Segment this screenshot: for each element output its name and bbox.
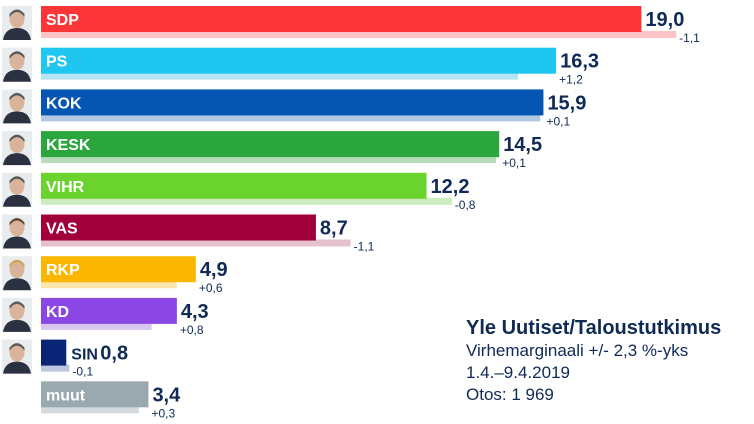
bar: [41, 339, 67, 366]
value-label: 15,9: [547, 92, 586, 114]
value-label: 14,5: [503, 134, 542, 156]
value-label: 8,7: [320, 218, 348, 240]
avatar: [2, 47, 32, 82]
bar-label: KOK: [46, 95, 82, 112]
value-label: 4,3: [181, 301, 209, 323]
bar-label: VAS: [46, 221, 78, 238]
bar: [41, 172, 427, 199]
change-label: +0,1: [546, 114, 570, 128]
previous-bar: [41, 72, 519, 80]
avatar: [2, 297, 32, 332]
change-label: +0,1: [502, 156, 526, 170]
avatar: [2, 256, 32, 291]
value-label: 12,2: [431, 176, 470, 198]
value-label: 0,8: [100, 343, 128, 365]
sample-size: Otos: 1 969: [466, 385, 554, 404]
survey-period: 1.4.–9.4.2019: [466, 363, 570, 382]
bar: [41, 381, 149, 408]
avatar: [2, 339, 32, 374]
bar: [41, 297, 177, 324]
avatar: [2, 131, 32, 166]
bar: [41, 47, 557, 74]
previous-bar: [41, 156, 497, 164]
previous-bar: [41, 406, 139, 414]
change-label: +0,3: [151, 406, 175, 420]
bar-label: PS: [46, 54, 68, 71]
bar: [41, 214, 316, 241]
bar: [41, 89, 544, 116]
previous-bar: [41, 197, 452, 205]
bar-label: RKP: [46, 262, 80, 279]
bar: [41, 131, 500, 158]
previous-bar: [41, 281, 177, 289]
value-label: 16,3: [560, 51, 599, 73]
bar-label: SDP: [46, 12, 79, 29]
bar: [41, 6, 642, 32]
bar-label: VIHR: [46, 179, 85, 196]
change-label: +1,2: [559, 73, 583, 87]
avatar: [2, 214, 32, 249]
source-info: Yle Uutiset/Taloustutkimus Virhemarginaa…: [466, 316, 751, 406]
change-label: -0,8: [455, 198, 476, 212]
bar-label: KESK: [46, 137, 91, 154]
value-label: 19,0: [645, 9, 684, 31]
previous-bar: [41, 114, 541, 122]
value-label: 3,4: [152, 384, 181, 406]
change-label: -0,1: [72, 365, 93, 379]
previous-bar: [41, 364, 70, 372]
avatar: [2, 172, 32, 207]
bar-label: SIN: [71, 347, 98, 364]
bar-label: KD: [46, 304, 69, 321]
avatar: [2, 89, 32, 124]
change-label: -1,1: [679, 31, 700, 45]
error-margin: Virhemarginaali +/- 2,3 %-yks: [466, 341, 689, 360]
change-label: +0,8: [180, 323, 204, 337]
bar-label: muut: [46, 387, 86, 404]
change-label: -1,1: [354, 240, 375, 254]
bar: [41, 256, 196, 283]
change-label: +0,6: [199, 281, 223, 295]
source-title: Yle Uutiset/Taloustutkimus: [466, 317, 722, 339]
previous-bar: [41, 31, 677, 38]
avatar: [2, 6, 32, 40]
previous-bar: [41, 322, 152, 330]
previous-bar: [41, 239, 351, 247]
value-label: 4,9: [200, 259, 228, 281]
